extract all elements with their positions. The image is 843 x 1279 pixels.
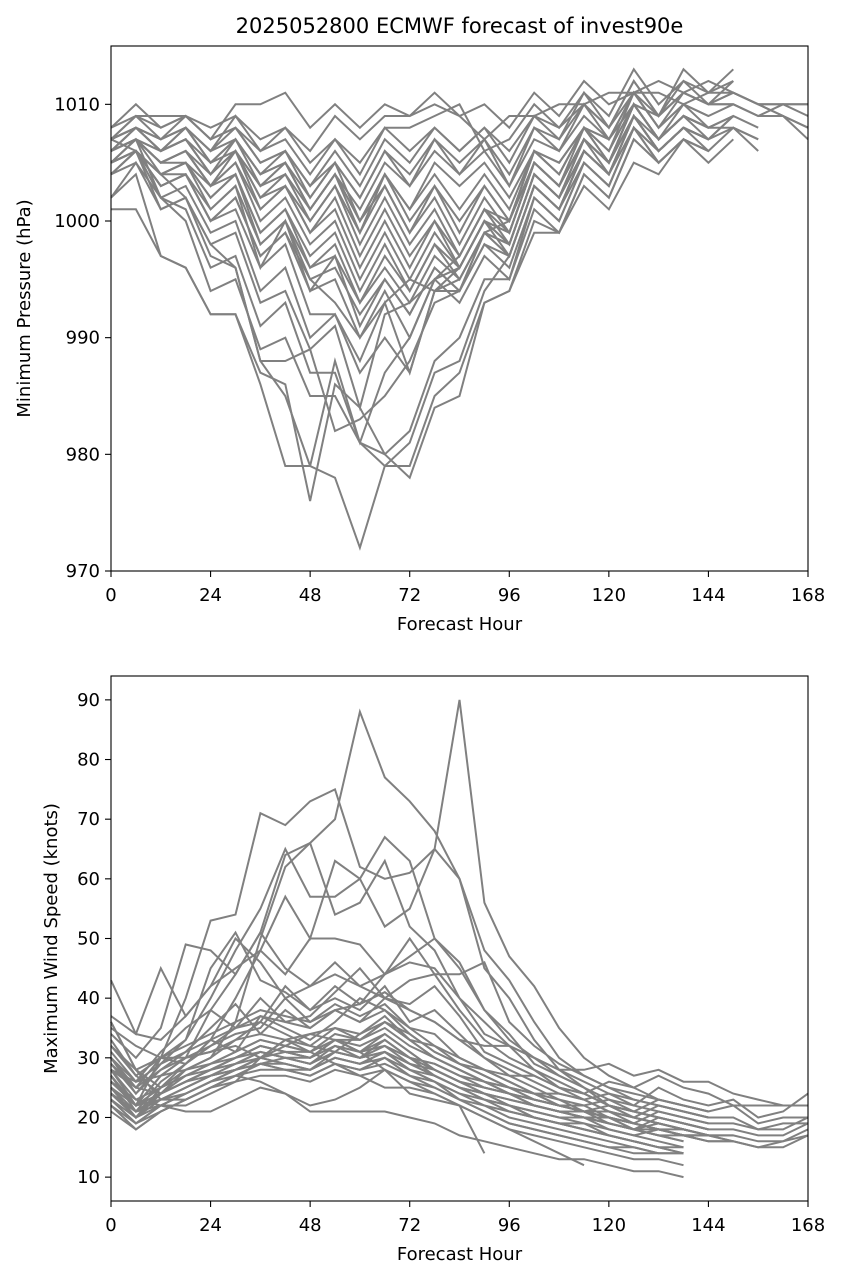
pressure-x-tick-label: 72 [398,585,421,606]
wind-series-line-40 [110,1032,486,1154]
pressure-y-axis-label: Minimum Pressure (hPa) [14,199,35,417]
wind-x-tick-label: 168 [791,1215,825,1236]
wind-x-tick-label: 24 [199,1215,222,1236]
pressure-x-tick-label: 168 [791,585,825,606]
wind-series-line-8 [110,930,709,1113]
wind-y-tick-label: 50 [77,929,100,950]
wind-series-line-42 [110,1039,162,1095]
wind-x-tick-label: 48 [299,1215,322,1236]
pressure-series-line-2 [110,91,809,153]
pressure-series-line-4 [110,91,808,188]
wind-x-tick-label: 0 [105,1215,116,1236]
pressure-x-tick-label: 96 [498,585,521,606]
wind-series-line-11 [110,984,709,1137]
pressure-series-line-33 [110,113,759,551]
wind-series-line-37 [110,1068,684,1167]
wind-x-tick-label: 96 [498,1215,521,1236]
pressure-series-line-28 [110,114,759,446]
pressure-x-tick-label: 144 [691,585,725,606]
wind-series-line-34 [110,1032,659,1149]
wind-y-tick-label: 40 [77,988,100,1009]
wind-y-tick-label: 30 [77,1048,100,1069]
wind-y-ticks: 10 20 30 40 50 60 70 80 90 [77,690,111,1188]
wind-y-tick-label: 20 [77,1107,100,1128]
wind-series-line-28 [110,1002,684,1143]
wind-y-tick-label: 10 [77,1167,100,1188]
wind-lines [110,699,809,1179]
pressure-y-tick-label: 970 [66,561,100,582]
pressure-series-line-11 [110,67,734,177]
chart-title: 2025052800 ECMWF forecast of invest90e [236,14,684,38]
pressure-x-tick-label: 0 [105,585,116,606]
pressure-x-tick-label: 48 [299,585,322,606]
pressure-y-tick-label: 1010 [54,94,100,115]
wind-y-tick-label: 60 [77,869,100,890]
pressure-x-ticks: 0 24 48 72 96 120 144 168 [105,571,825,606]
wind-y-tick-label: 70 [77,809,100,830]
pressure-y-tick-label: 980 [66,444,100,465]
pressure-axes-frame [110,45,809,572]
pressure-series-line-22 [110,137,709,341]
wind-y-tick-label: 90 [77,690,100,711]
pressure-series-line-27 [110,91,809,412]
pressure-y-tick-label: 1000 [54,211,100,232]
pressure-x-axis-label: Forecast Hour [397,614,523,635]
pressure-y-tick-label: 990 [66,328,100,349]
pressure-series-line-21 [110,90,709,271]
pressure-series-line-32 [111,137,734,502]
wind-x-axis-label: Forecast Hour [397,1244,523,1265]
wind-series-line-29 [110,1020,684,1149]
pressure-series-line-3 [110,67,809,177]
wind-x-tick-label: 144 [691,1215,725,1236]
wind-series-line-16 [110,991,808,1107]
wind-y-axis-label: Maximum Wind Speed (knots) [41,803,62,1074]
pressure-y-ticks: 970 980 990 1000 1010 [54,94,111,582]
pressure-series-line-30 [110,125,709,456]
wind-series-line-38 [110,1086,684,1179]
pressure-lines [110,67,809,551]
wind-x-tick-label: 72 [398,1215,421,1236]
pressure-x-tick-label: 24 [199,585,222,606]
wind-x-ticks: 0 24 48 72 96 120 144 168 [105,1201,825,1236]
wind-x-tick-label: 120 [592,1215,626,1236]
pressure-x-tick-label: 120 [592,585,626,606]
wind-speed-chart: 0 24 48 72 96 120 144 168 10 20 30 40 50 60 70 80 90 Fo… [41,675,825,1265]
wind-series-line-39 [110,1038,585,1167]
pressure-chart: 2025052800 ECMWF forecast of invest90e 0… [14,14,825,635]
wind-y-tick-label: 80 [77,750,100,771]
